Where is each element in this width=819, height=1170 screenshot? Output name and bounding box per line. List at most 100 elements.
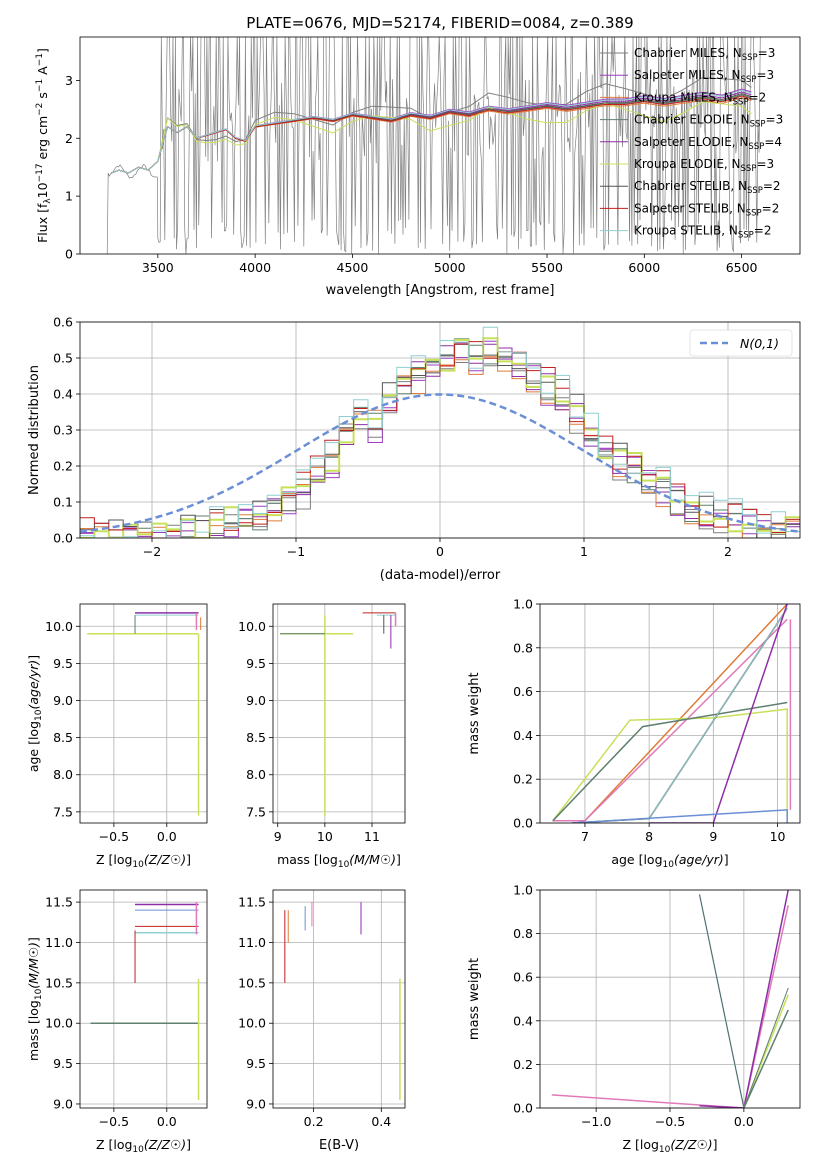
mass-vs-ebv-plot: 0.2 0.4 9.0 9.5 10.0 10.5 11.0 11.5 E(B-V) [238,889,406,1153]
plot-frame [539,603,801,824]
y-tick-label: 11.0 [45,935,73,950]
y-tick-label: 0.0 [513,1101,533,1116]
series-line [743,1009,789,1108]
legend-sub: SSP [742,53,758,63]
label-sub: 10 [132,1145,144,1155]
x-axis-label: mass [log10(M/M☉)] [277,852,401,870]
y-tick-label: 9.0 [246,1096,266,1111]
label-span: λ [43,198,53,204]
massweight-vs-metallicity-plot: −1.0 −0.5 0.0 0.0 0.2 0.4 0.6 0.8 1.0 Z [log10(Z/… [467,883,801,1155]
histogram-step-line [80,338,800,538]
y-tick-label: 0.2 [53,459,73,474]
legend-name: Kroupa STELIB, N [634,224,738,238]
y-tick-label: 1.0 [513,883,533,898]
x-tick-label: −1 [287,544,305,559]
label-span: ] [26,937,41,942]
label-span: ] [186,852,191,867]
x-tick-label: 0.4 [371,1114,391,1129]
label-sub: 10 [659,1145,671,1155]
y-tick-label: 9.5 [246,656,266,671]
y-axis-label: Flux [fλ10−17 erg cm−2 s−1 A−1] [35,48,53,243]
x-tick-label: 11 [364,829,380,844]
x-axis-label: (data-model)/error [380,568,501,583]
y-tick-label: 9.0 [53,693,73,708]
y-tick-label: 9.5 [246,1056,266,1071]
series-line [552,618,788,822]
x-tick-label: 9 [709,829,717,844]
legend-name: Chabrier STELIB, N [634,179,747,193]
x-tick-label: 7 [581,829,589,844]
y-axis-label: age [log10(age/yr)] [26,655,44,772]
x-tick-label: 4000 [239,260,271,275]
label-span: 10 [35,182,50,198]
legend-value: =2 [749,90,767,104]
y-tick-label: 0.4 [513,728,533,743]
y-tick-label: 9.0 [53,1096,73,1111]
y-tick-label: 0.6 [53,315,73,330]
series-line [551,905,789,1108]
label-span: Flux [f [35,203,50,243]
y-tick-label: 0.4 [513,1013,533,1028]
x-tick-label: 5500 [531,260,563,275]
x-tick-label: 1 [580,544,588,559]
plot-frame [79,889,208,1109]
panel-data [284,902,401,1100]
x-tick-label: 10 [317,829,333,844]
plot-frame [79,603,208,824]
legend-name: Chabrier ELODIE, N [634,113,750,127]
legend-entry: Kroupa STELIB, NSSP=2 [634,224,772,241]
legend-name: Salpeter MILES, N [634,68,741,82]
legend-sub: SSP [733,97,749,107]
label-span: (M/M☉) [26,942,41,989]
label-span: mass [log [277,852,338,867]
y-tick-label: 10.0 [45,1016,73,1031]
series-line [699,894,745,1108]
label-span: −17 [35,163,45,182]
label-span: (Z/Z☉) [670,1137,712,1152]
x-tick-label: 10 [770,829,786,844]
y-tick-label: 10.5 [238,975,266,990]
label-sub: 10 [34,988,44,1000]
x-tick-label: 9 [274,829,282,844]
model-spectrum-line [110,89,752,174]
y-tick-label: 7.5 [246,804,266,819]
plot-frame [272,889,406,1109]
legend-sub: SSP [741,164,757,174]
label-span: ] [396,852,401,867]
panel-data [551,890,789,1108]
x-tick-label: 0.0 [157,829,177,844]
spectrum-data [106,37,761,254]
label-span: erg cm [35,116,50,164]
legend-value: =2 [763,179,781,193]
legend-entry: Kroupa ELODIE, NSSP=3 [634,157,774,174]
y-tick-label: 0.3 [53,423,73,438]
x-tick-label: 0 [436,544,444,559]
label-span: ] [713,1137,718,1152]
label-span: −1 [35,53,45,66]
x-axis-label: wavelength [Angstrom, rest frame] [326,283,555,298]
residual-histogram-plot: −2 −1 0 1 2 0.0 0.1 0.2 0.3 0.4 0.5 0.6 (data-model)… [27,315,801,583]
x-axis-label: Z [log10(Z/Z☉)] [622,1137,717,1155]
series-line [649,604,788,823]
x-tick-label: 6000 [628,260,660,275]
y-tick-label: 8.0 [53,767,73,782]
label-span: (age/yr) [674,852,724,867]
x-tick-label: −0.5 [99,1114,129,1129]
y-axis-label: mass weight [467,672,482,754]
x-tick-label: −1.0 [581,1114,611,1129]
series-line [572,608,788,823]
x-tick-label: 2 [724,544,732,559]
label-span: Z [log [622,1137,658,1152]
series-line [572,607,788,823]
plot-frame [79,36,801,255]
legend-entry: N(0,1) [740,336,779,351]
x-tick-label: −2 [143,544,161,559]
x-tick-label: 5000 [434,260,466,275]
plot-frame [272,603,406,824]
y-tick-label: 0.5 [53,351,73,366]
legend-entry: Chabrier STELIB, NSSP=2 [634,179,781,196]
y-tick-label: 1 [65,189,73,204]
label-span: ] [186,1137,191,1152]
